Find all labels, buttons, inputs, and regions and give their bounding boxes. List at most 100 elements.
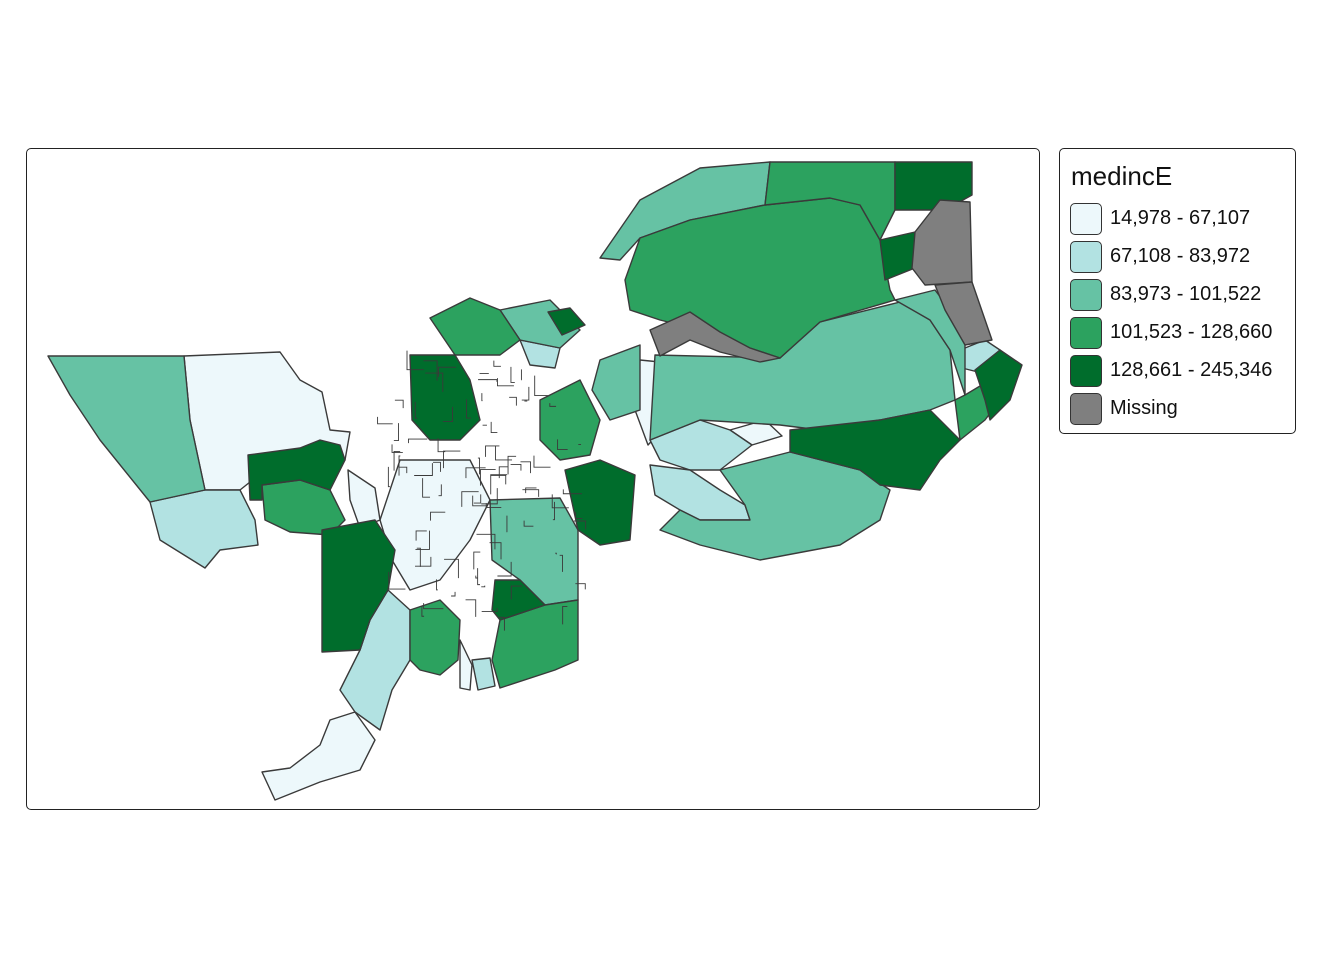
tract-boundary (466, 399, 471, 419)
tract-boundary (562, 489, 582, 495)
legend-item: 128,661 - 245,346 (1070, 355, 1290, 387)
region-central-east (539, 379, 601, 461)
tract-boundary (477, 457, 480, 475)
region-city-core (379, 459, 491, 591)
legend-item: 67,108 - 83,972 (1070, 241, 1290, 273)
legend-item: 83,973 - 101,522 (1070, 279, 1290, 311)
tract-boundary (524, 400, 528, 402)
tract-boundary (533, 455, 551, 468)
region-west-dark (247, 439, 346, 501)
tract-boundary (481, 393, 483, 402)
region-southwest-dark (321, 519, 396, 653)
tract-boundary (465, 599, 477, 617)
legend-label: 14,978 - 67,107 (1110, 207, 1251, 229)
region-south-center (459, 639, 473, 691)
tract-boundary (451, 591, 456, 597)
region-south-dark (491, 579, 546, 621)
tract-boundary (497, 561, 512, 577)
tract-boundary (562, 606, 568, 625)
tract-boundary (575, 583, 586, 590)
tract-boundary (490, 474, 508, 495)
region-far-west (47, 355, 206, 503)
region-river-strip (347, 469, 381, 529)
tract-boundary (575, 511, 583, 519)
region-north-dark-4 (547, 307, 586, 336)
tract-boundary (522, 489, 540, 497)
tract-boundary (472, 495, 489, 507)
tract-boundary (391, 444, 403, 453)
region-north-dark-3 (879, 231, 916, 281)
tract-boundary (399, 466, 408, 474)
tract-boundary (510, 366, 515, 383)
tract-boundary (398, 455, 401, 476)
tract-boundary (510, 585, 523, 600)
tract-boundary (507, 455, 517, 475)
legend-label: 83,973 - 101,522 (1110, 283, 1262, 305)
region-south-strip (471, 657, 496, 691)
region-east-mid-3 (591, 344, 641, 421)
region-north-dark-1 (409, 354, 481, 441)
region-southwest (149, 489, 259, 569)
tract-boundary (423, 603, 444, 610)
legend-item: 101,523 - 128,660 (1070, 317, 1290, 349)
tract-boundary (551, 494, 569, 509)
tract-boundary (415, 530, 427, 541)
tract-boundary (416, 547, 421, 567)
tract-boundary (393, 451, 401, 471)
region-river-south (261, 711, 376, 801)
tract-boundary (473, 494, 482, 504)
tract-boundary (438, 484, 442, 497)
legend-swatch (1070, 355, 1102, 387)
tract-boundary (387, 466, 391, 488)
tract-boundary (422, 478, 431, 498)
map-legend: medincE 14,978 - 67,107 67,108 - 83,972 … (1059, 148, 1296, 434)
tract-boundary (388, 571, 406, 590)
tract-boundary (510, 464, 522, 471)
tract-boundary (423, 360, 438, 381)
tract-boundary (430, 511, 446, 521)
tract-boundary (497, 378, 514, 387)
region-east-dark (789, 409, 961, 491)
legend-item: 14,978 - 67,107 (1070, 203, 1290, 235)
tract-boundary (490, 421, 498, 433)
tract-boundary (393, 423, 399, 441)
tract-boundary (438, 366, 457, 377)
tract-boundary (557, 439, 568, 451)
tract-boundary (481, 585, 486, 588)
tract-boundary (433, 461, 441, 472)
tract-boundary (414, 401, 418, 419)
tract-boundary (475, 575, 478, 579)
legend-swatch (1070, 279, 1102, 311)
tract-boundary (495, 445, 513, 461)
tract-boundary (436, 579, 438, 591)
tract-boundary (407, 438, 428, 444)
tract-boundary (481, 608, 498, 612)
tract-boundary (499, 616, 505, 631)
tract-boundary (421, 605, 425, 617)
tract-boundary (498, 466, 508, 479)
region-east-mid-1 (649, 419, 753, 471)
tract-boundary (476, 533, 496, 550)
tract-boundary (525, 487, 537, 494)
tract-boundary (490, 474, 507, 485)
tract-boundary (520, 461, 531, 474)
region-west-center (261, 479, 346, 536)
legend-title: medincE (1071, 161, 1173, 191)
region-east-dark-2 (974, 349, 1023, 421)
legend-swatch (1070, 203, 1102, 235)
region-missing-ridge (649, 311, 781, 363)
tract-boundary (444, 558, 459, 579)
region-missing-east-2 (934, 281, 993, 346)
region-missing-east (911, 199, 973, 286)
tract-boundary (473, 551, 481, 570)
tract-boundary (478, 379, 498, 382)
region-central-dark (564, 459, 636, 546)
tract-boundary (523, 520, 534, 527)
tract-boundary (549, 403, 557, 407)
region-north-center-2 (429, 297, 521, 356)
legend-swatch (1070, 317, 1102, 349)
urban-tract-boundaries (377, 350, 587, 631)
tract-boundary (443, 450, 461, 469)
legend-swatch (1070, 241, 1102, 273)
